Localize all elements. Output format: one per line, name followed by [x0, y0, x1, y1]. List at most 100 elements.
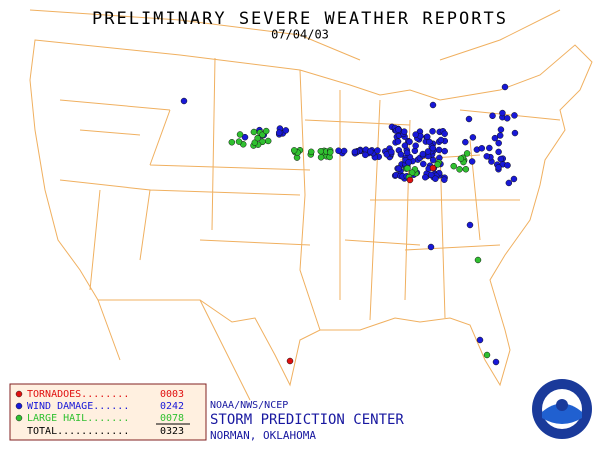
location: NORMAN, OKLAHOMA: [210, 429, 316, 442]
report-dot: [404, 165, 411, 172]
report-dot: [424, 148, 432, 155]
legend-label: TORNADOES........: [27, 389, 129, 400]
report-dot: [401, 142, 409, 149]
report-dot: [286, 357, 294, 365]
total-count: 0323: [160, 426, 184, 437]
report-dot: [429, 164, 437, 172]
report-dot: [429, 128, 436, 135]
report-dot: [496, 132, 504, 139]
report-dot: [429, 101, 437, 109]
report-dot: [511, 112, 518, 119]
report-dot: [374, 147, 381, 154]
report-dot: [408, 169, 416, 176]
report-dot: [468, 158, 476, 165]
report-dot: [478, 145, 486, 152]
report-dot: [340, 147, 348, 155]
report-dot: [420, 160, 427, 168]
total-label: TOTAL............: [27, 426, 129, 437]
report-dot: [474, 256, 482, 264]
report-dot: [317, 147, 325, 155]
title: PRELIMINARY SEVERE WEATHER REPORTS: [92, 9, 508, 29]
legend: TORNADOES........ 0003 WIND DAMAGE...... 02…: [15, 389, 184, 424]
date: 07/04/03: [271, 28, 329, 42]
report-dot: [429, 156, 437, 164]
report-dot: [264, 137, 272, 145]
report-dot: [501, 83, 509, 91]
report-dot: [427, 171, 435, 179]
report-dot: [450, 162, 457, 170]
report-dot: [419, 150, 427, 158]
report-dots: [180, 83, 519, 366]
report-dot: [406, 138, 413, 146]
report-dot: [504, 162, 511, 169]
legend-count: 0003: [160, 389, 184, 400]
report-dot: [424, 133, 431, 141]
report-dot: [241, 133, 249, 141]
report-dot: [397, 151, 405, 158]
report-dot: [469, 134, 477, 141]
report-dot: [335, 147, 342, 154]
report-dot: [235, 138, 243, 145]
report-dot: [395, 126, 402, 133]
report-dot: [290, 147, 298, 154]
report-dot: [492, 358, 500, 366]
report-dot: [394, 138, 402, 145]
report-dot: [499, 109, 506, 117]
report-dot: [327, 148, 334, 156]
report-dot: [495, 148, 502, 156]
report-dot: [254, 134, 261, 142]
report-dot: [180, 97, 188, 105]
legend-dot: [15, 414, 23, 422]
noaa-logo: [532, 379, 592, 439]
report-dot: [366, 148, 374, 155]
report-dot: [362, 151, 369, 159]
report-dot: [511, 129, 519, 137]
center: STORM PREDICTION CENTER: [210, 412, 404, 428]
report-dot: [465, 115, 473, 123]
report-dot: [441, 130, 448, 138]
report-dot: [412, 131, 419, 138]
report-dot: [422, 174, 429, 181]
report-dot: [441, 147, 448, 155]
report-dot: [456, 166, 463, 173]
legend-label: LARGE HAIL.......: [27, 413, 129, 424]
report-dot: [437, 136, 445, 144]
report-dot: [429, 144, 437, 152]
report-dot: [476, 336, 484, 344]
report-dot: [483, 351, 491, 359]
basemap: [29, 9, 593, 401]
legend-dot: [15, 390, 23, 398]
legend-label: WIND DAMAGE......: [27, 401, 129, 412]
report-dot: [400, 128, 408, 135]
report-dot: [395, 165, 403, 172]
legend-count: 0242: [160, 401, 184, 412]
report-dot: [489, 112, 496, 120]
report-dot: [505, 179, 513, 187]
report-dot: [406, 176, 414, 184]
report-dot: [463, 150, 471, 157]
legend-dot: [15, 402, 23, 410]
report-dot: [495, 139, 502, 147]
legend-box: [9, 383, 207, 441]
report-dot: [412, 142, 419, 149]
report-dot: [435, 146, 443, 154]
report-dot: [497, 155, 505, 163]
report-dot: [388, 148, 395, 156]
report-dot: [403, 149, 411, 157]
report-dot: [432, 175, 439, 182]
report-dot: [462, 138, 469, 146]
agency: NOAA/NWS/NCEP: [210, 400, 288, 411]
report-dot: [503, 115, 511, 122]
report-dot: [282, 127, 290, 134]
report-dot: [434, 161, 441, 168]
report-dot: [491, 134, 499, 142]
report-dot: [483, 153, 491, 160]
report-dot: [351, 148, 359, 156]
report-dot: [307, 148, 315, 156]
report-dot: [236, 131, 244, 138]
report-dot: [275, 129, 283, 136]
report-dot: [427, 243, 435, 251]
report-dot: [510, 175, 518, 183]
